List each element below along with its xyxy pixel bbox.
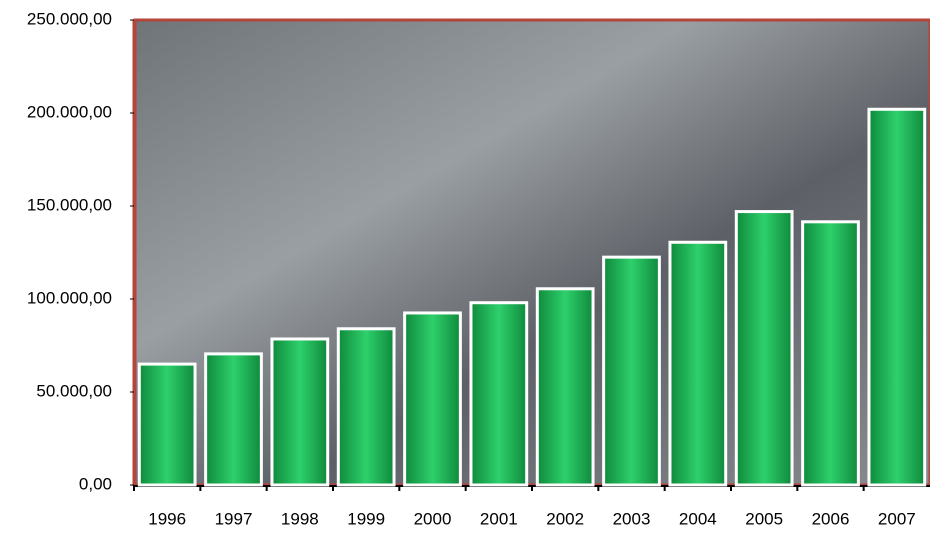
bar <box>734 210 794 487</box>
bar <box>137 362 197 487</box>
y-tick-label: 100.000,00 <box>27 288 112 307</box>
y-tick-label: 0,00 <box>79 474 112 493</box>
x-tick-label: 2000 <box>414 509 452 528</box>
x-tick-label: 1999 <box>347 509 385 528</box>
y-tick-label: 50.000,00 <box>36 381 112 400</box>
y-tick-label: 250.000,00 <box>27 9 112 28</box>
x-tick-label: 2006 <box>812 509 850 528</box>
y-tick-label: 150.000,00 <box>27 195 112 214</box>
bar <box>469 301 529 487</box>
x-tick-label: 2005 <box>745 509 783 528</box>
bar <box>336 327 396 487</box>
bar <box>535 287 595 487</box>
bar <box>867 107 927 487</box>
plot-background <box>133 18 930 487</box>
x-tick-label: 1996 <box>148 509 186 528</box>
bar <box>204 352 263 487</box>
y-tick-label: 200.000,00 <box>27 102 112 121</box>
x-tick-label: 2004 <box>679 509 717 528</box>
bar <box>668 240 728 487</box>
x-tick-label: 2001 <box>480 509 518 528</box>
bar <box>602 255 661 487</box>
x-tick-label: 2007 <box>878 509 916 528</box>
x-tick-label: 1997 <box>215 509 253 528</box>
x-tick-label: 2002 <box>546 509 584 528</box>
bar <box>801 220 860 487</box>
x-tick-label: 2003 <box>613 509 651 528</box>
bar <box>270 337 330 487</box>
x-tick-label: 1998 <box>281 509 319 528</box>
bar <box>403 311 462 487</box>
